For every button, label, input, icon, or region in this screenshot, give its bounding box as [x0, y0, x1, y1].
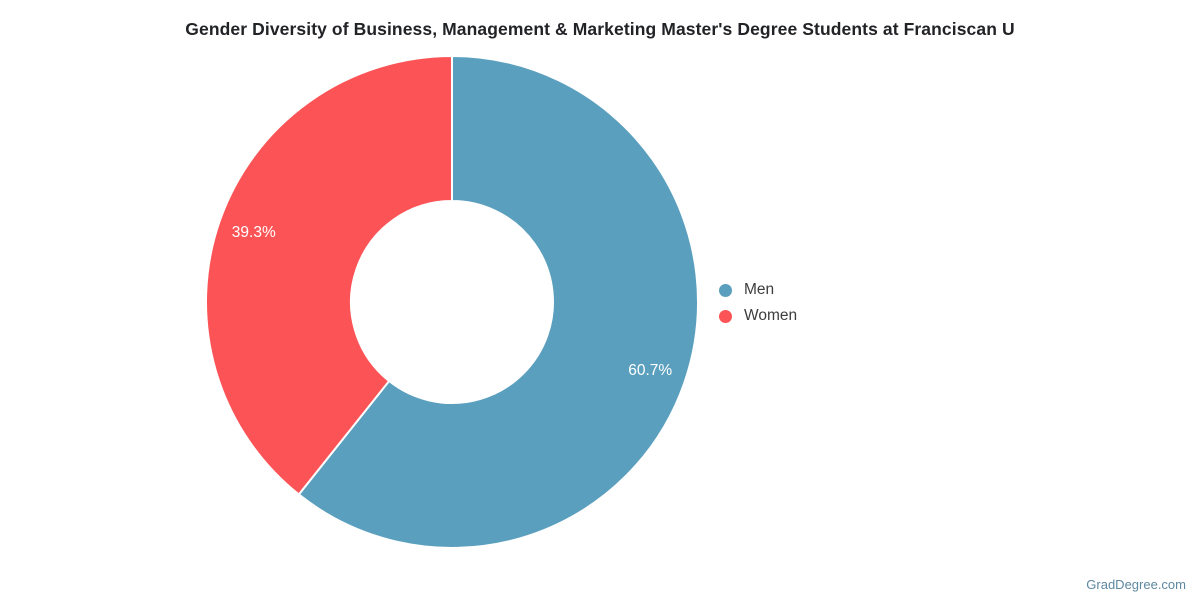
slice-label-men: 60.7% [628, 362, 673, 380]
legend-item-men[interactable]: Men [719, 277, 797, 303]
legend-marker-women-icon [719, 309, 732, 323]
legend-marker-men-icon [719, 283, 732, 297]
slice-label-women: 39.3% [231, 223, 276, 241]
legend-item-women[interactable]: Women [719, 303, 797, 329]
legend-label-men: Men [744, 281, 775, 298]
chart-title: Gender Diversity of Business, Management… [185, 19, 1015, 39]
watermark-link[interactable]: GradDegree.com [1086, 577, 1186, 592]
legend: Men Women [719, 277, 797, 329]
pie-slice-women[interactable] [205, 54, 453, 496]
legend-label-women: Women [744, 307, 798, 324]
pie-slice-men[interactable] [297, 54, 699, 549]
